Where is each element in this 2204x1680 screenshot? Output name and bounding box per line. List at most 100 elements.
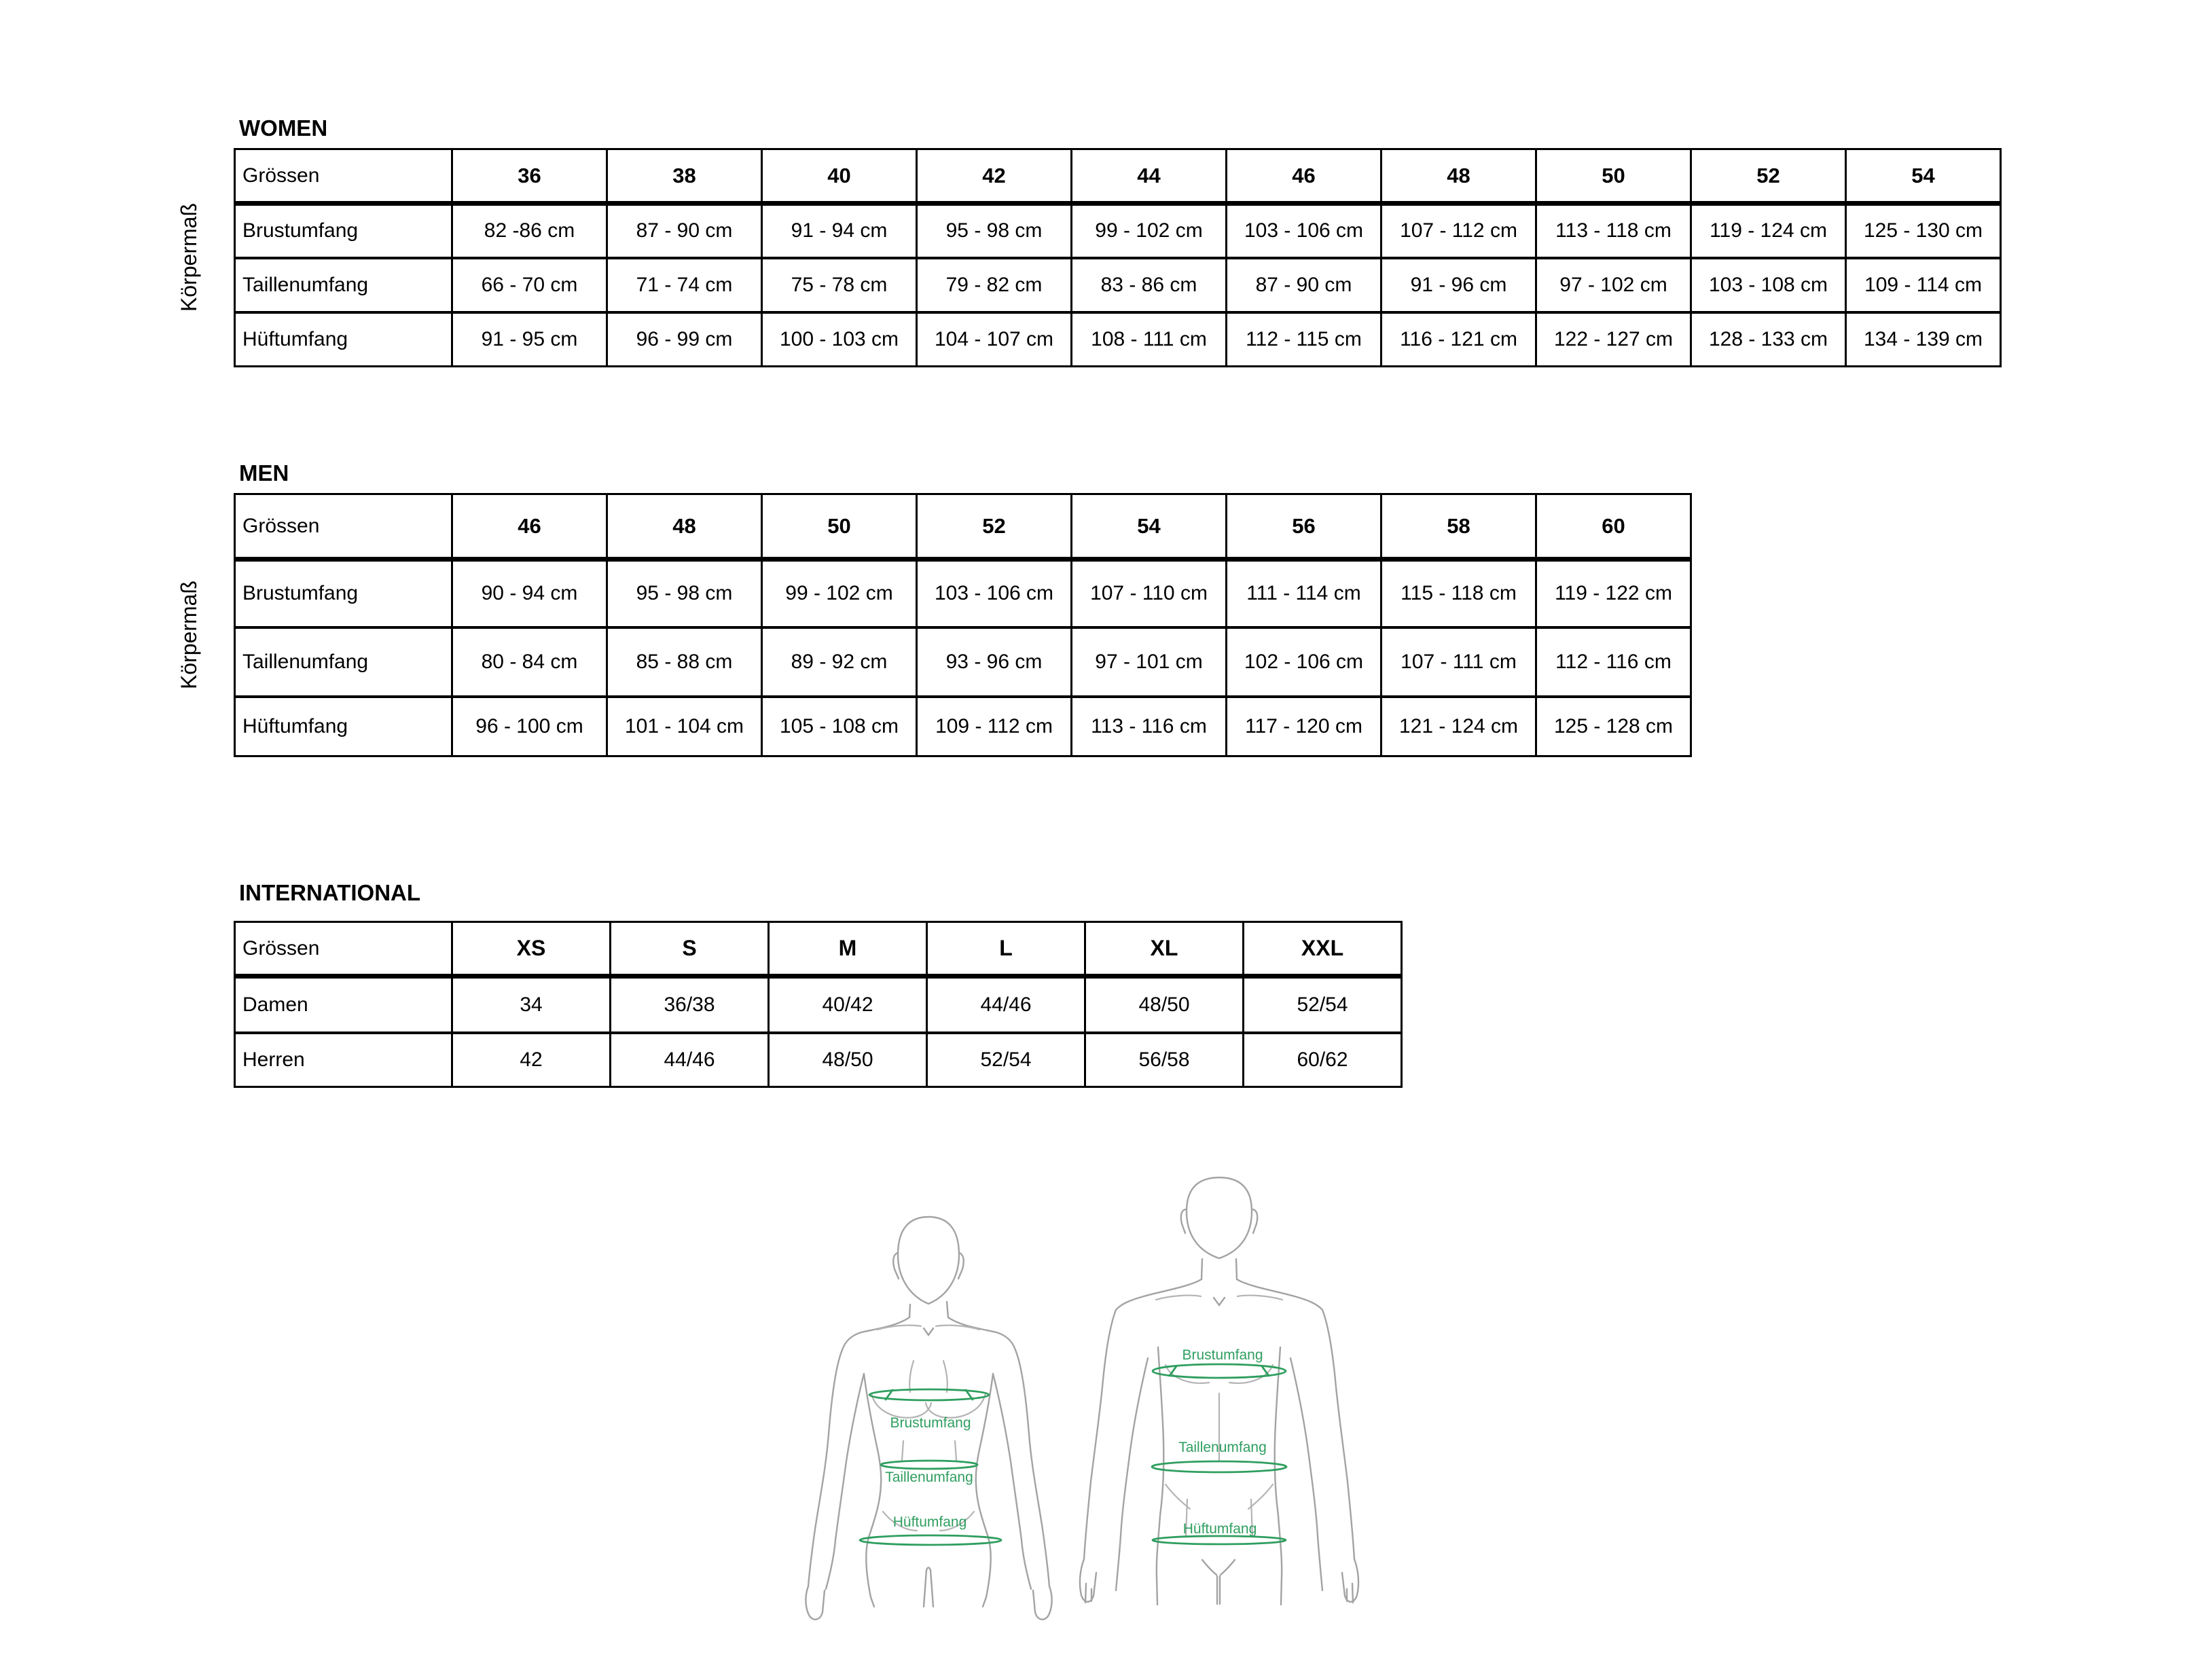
women-value-cell: 122 - 127 cm [1535,310,1692,367]
women-value-cell: 103 - 106 cm [1225,202,1382,259]
women-size-header-48: 48 [1380,148,1537,206]
female-right-ear [957,1252,964,1280]
male-figure: Brustumfang Taillenumfang Hüftumfang [1079,1176,1360,1606]
women-size-header-54: 54 [1845,148,2002,206]
women-value-cell: 96 - 99 cm [606,310,763,367]
women-value-cell: 108 - 111 cm [1070,310,1227,367]
women-row-taillenumfang: Taillenumfang 66 - 70 cm 71 - 74 cm 75 - 78… [234,256,2002,313]
women-value-cell: 87 - 90 cm [1225,256,1382,313]
men-value-cell: 125 - 128 cm [1535,695,1692,757]
male-left-arm-inner [1115,1357,1149,1592]
female-bust-measure-line [868,1388,990,1402]
women-size-table: Grössen 36 38 40 42 44 46 48 50 52 54 Brustumfang 82… [234,148,2002,367]
men-row-brustumfang: Brustumfang 90 - 94 cm 95 - 98 cm 99 - 102 … [234,558,1692,628]
women-value-cell: 99 - 102 cm [1070,202,1227,259]
male-right-shoulder [1235,1278,1324,1311]
international-size-header-XS: XS [451,921,611,979]
international-row-herren: Herren 42 44/46 48/50 52/54 56/58 60/62 [234,1031,1403,1088]
female-collarbones [876,1324,981,1331]
international-header-row: Grössen XS S M L XL XXL [234,921,1403,979]
female-hip-label: Hüftumfang [893,1514,967,1530]
international-value-cell: 40/42 [767,975,928,1034]
women-value-cell: 125 - 130 cm [1845,202,2002,259]
male-right-arm-outer [1321,1309,1356,1560]
women-value-cell: 119 - 124 cm [1690,202,1847,259]
men-value-cell: 121 - 124 cm [1380,695,1537,757]
men-size-header-48: 48 [606,493,763,562]
men-value-cell: 89 - 92 cm [761,625,918,697]
women-value-cell: 104 - 107 cm [916,310,1072,367]
women-value-cell: 91 - 95 cm [451,310,608,367]
men-size-header-50: 50 [761,493,918,562]
female-bust-measure-ticks [884,1389,974,1401]
men-value-cell: 97 - 101 cm [1070,625,1227,697]
female-hip-measure-line [859,1534,1002,1546]
international-value-cell: 36/38 [609,975,770,1034]
international-size-table: Grössen XS S M L XL XXL Damen 34 36/38 40/42 44/46 4… [234,921,1403,1088]
female-right-arm-inner [992,1372,1032,1590]
men-row-label: Taillenumfang [234,625,453,697]
male-pec-curves [1164,1364,1274,1384]
women-value-cell: 82 -86 cm [451,202,608,259]
men-value-cell: 95 - 98 cm [606,558,763,628]
international-size-header-S: S [609,921,770,979]
women-value-cell: 113 - 118 cm [1535,202,1692,259]
women-value-cell: 79 - 82 cm [916,256,1072,313]
male-head-outline [1185,1176,1253,1260]
female-waist-marks [901,1440,958,1461]
international-value-cell: 52/54 [926,1031,1086,1088]
international-value-cell: 44/46 [609,1031,770,1088]
international-size-header-XXL: XXL [1242,921,1403,979]
women-size-header-50: 50 [1535,148,1692,206]
international-row-label: Damen [234,975,453,1034]
men-value-cell: 107 - 111 cm [1380,625,1537,697]
male-bust-label: Brustumfang [1182,1347,1263,1363]
men-value-cell: 109 - 112 cm [916,695,1072,757]
men-value-cell: 93 - 96 cm [916,625,1072,697]
female-torso-right-side [975,1372,994,1608]
women-value-cell: 75 - 78 cm [761,256,918,313]
women-value-cell: 116 - 121 cm [1380,310,1537,367]
men-value-cell: 113 - 116 cm [1070,695,1227,757]
female-right-arm-outer [1014,1349,1051,1588]
men-value-cell: 111 - 114 cm [1225,558,1382,628]
international-value-cell: 48/50 [1084,975,1244,1034]
female-breast-right [924,1392,987,1419]
men-value-cell: 80 - 84 cm [451,625,608,697]
men-value-cell: 101 - 104 cm [606,695,763,757]
international-value-cell: 56/58 [1084,1031,1244,1088]
women-size-header-52: 52 [1690,148,1847,206]
men-value-cell: 103 - 106 cm [916,558,1072,628]
women-value-cell: 95 - 98 cm [916,202,1072,259]
male-hip-creases [1164,1483,1274,1510]
women-value-cell: 71 - 74 cm [606,256,763,313]
women-value-cell: 87 - 90 cm [606,202,763,259]
male-neck-notch [1212,1296,1226,1307]
women-row-label: Hüftumfang [234,310,453,367]
men-value-cell: 99 - 102 cm [761,558,918,628]
women-size-header-38: 38 [606,148,763,206]
men-size-header-46: 46 [451,493,608,562]
female-right-hand [1032,1585,1053,1620]
men-value-cell: 117 - 120 cm [1225,695,1382,757]
women-value-cell: 109 - 114 cm [1845,256,2002,313]
women-row-label: Brustumfang [234,202,453,259]
men-row-hüftumfang: Hüftumfang 96 - 100 cm 101 - 104 cm 105 - 1… [234,695,1692,757]
women-row-hüftumfang: Hüftumfang 91 - 95 cm 96 - 99 cm 100 - 103 … [234,310,2002,367]
international-value-cell: 42 [451,1031,611,1088]
female-neck [908,1300,950,1319]
international-value-cell: 60/62 [1242,1031,1403,1088]
men-value-cell: 107 - 110 cm [1070,558,1227,628]
female-breast-inner-curves [909,1359,948,1393]
female-left-hand [805,1585,826,1620]
male-torso-left-side [1155,1346,1165,1606]
female-left-arm-inner [825,1372,865,1590]
female-hip-creases [882,1510,975,1532]
male-left-shoulder [1115,1278,1203,1311]
international-size-header-L: L [926,921,1086,979]
men-size-table: Grössen 46 48 50 52 54 56 58 60 Brustumfang 90 - 9… [234,493,1692,757]
male-left-ear [1180,1208,1187,1235]
men-value-cell: 119 - 122 cm [1535,558,1692,628]
female-left-arm-outer [807,1349,844,1588]
